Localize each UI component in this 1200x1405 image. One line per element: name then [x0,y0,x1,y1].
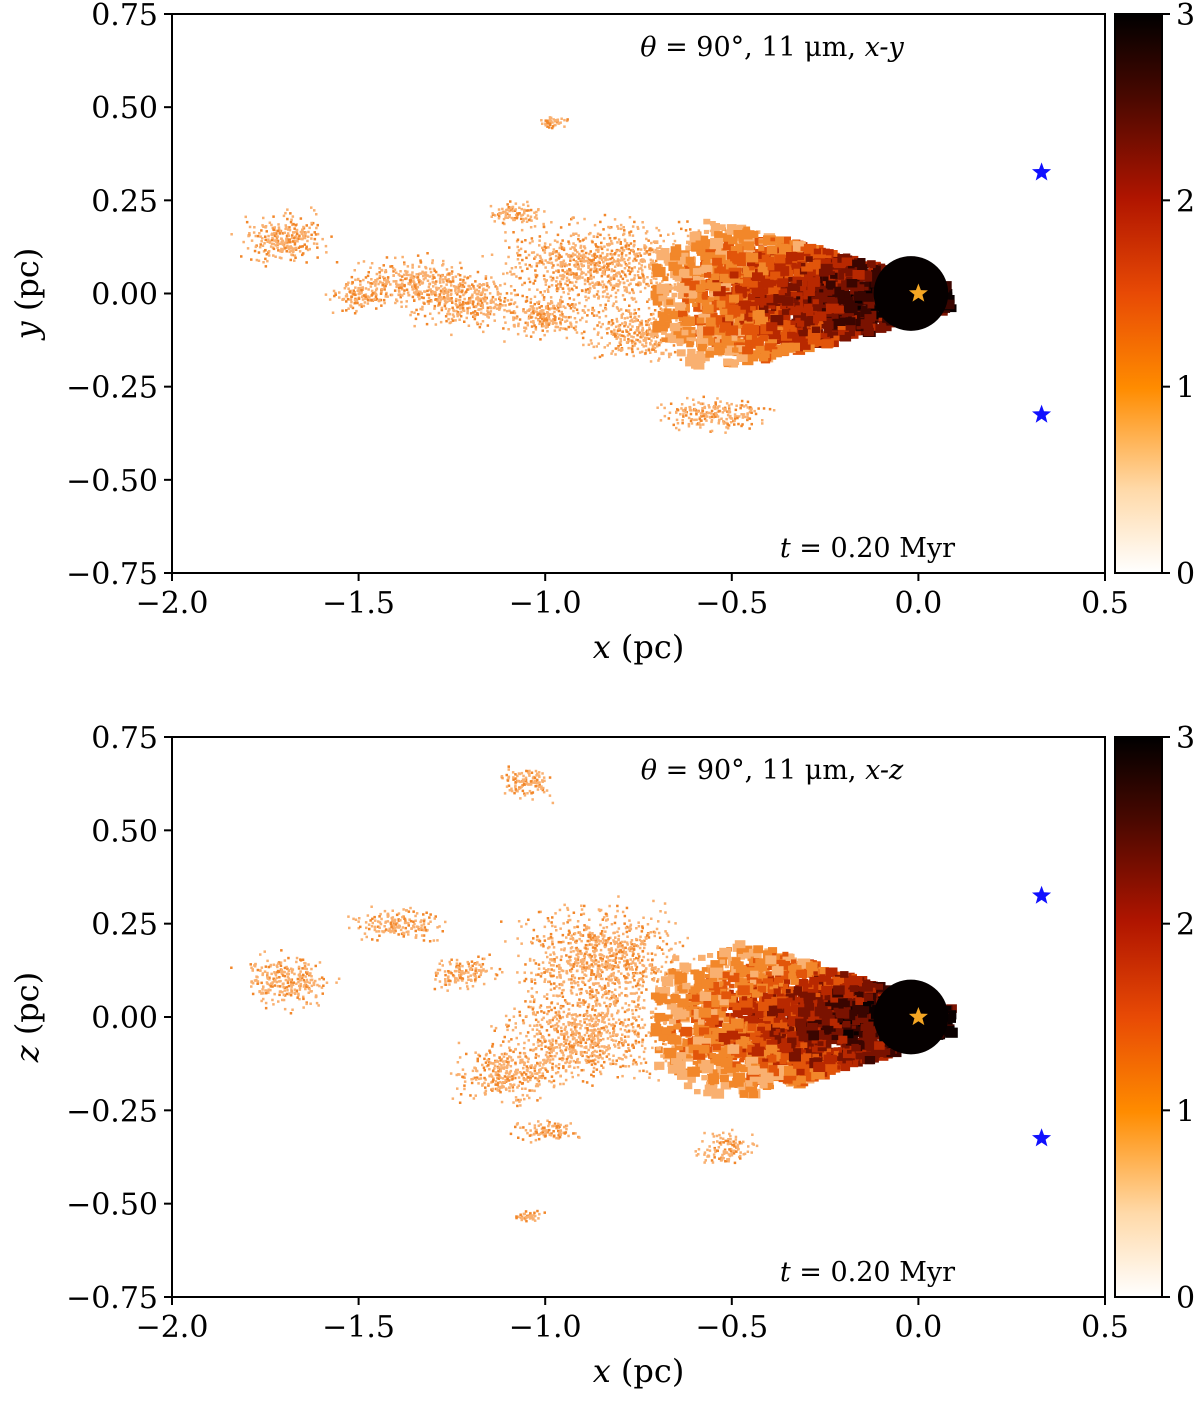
blue-star-icon [1032,885,1052,904]
colorbar-tick-label: 1 [1176,371,1195,406]
y-axis-label: y (pc) [8,248,46,342]
panel-x-z: −2.0 −1.5 −1.0 −0.5 0.0 0.5 −0.75 −0.50 −0.25 0.0… [8,721,1195,1390]
colorbar [1114,13,1163,574]
y-tick-label: 0.50 [91,814,158,849]
y-tick-label: 0.25 [91,908,158,943]
colorbar [1114,736,1163,1298]
x-tick-label: 0.5 [1081,586,1129,621]
y-tick-label: 0.75 [91,721,158,756]
blue-star-icon [1032,1128,1052,1147]
central-star-icon [908,1007,928,1026]
emission-map [230,765,958,1223]
colorbar-tick-label: 2 [1176,184,1195,219]
time-label: t = 0.20 Myr [780,1257,955,1288]
x-tick-label: 0.0 [895,1310,943,1345]
time-label: t = 0.20 Myr [780,533,955,564]
colorbar-tick-label: 3 [1176,721,1195,756]
x-tick-label: −2.0 [136,586,209,621]
y-tick-label: −0.25 [66,371,158,406]
x-axis-label: x (pc) [593,1352,685,1390]
y-tick-label: 0.50 [91,91,158,126]
y-tick-label: 0.00 [91,1001,158,1036]
colorbar-tick-label: 0 [1176,557,1195,592]
y-tick-label: 0.25 [91,184,158,219]
emission-map [230,116,957,434]
panel-x-y: −2.0 −1.5 −1.0 −0.5 0.0 0.5 −0.75 −0.50 −0.25 0.0… [8,0,1195,666]
y-tick-label: −0.50 [66,1188,158,1223]
x-tick-label: 0.0 [895,586,943,621]
x-tick-label: −0.5 [695,1310,768,1345]
y-tick-label: −0.25 [66,1094,158,1129]
x-axis-label: x (pc) [593,628,685,666]
panel-annotation: θ = 90°, 11 μm, x-z [641,755,904,786]
cloud-head [873,979,949,1055]
y-tick-label: 0.75 [91,0,158,33]
x-tick-label: −1.0 [509,586,582,621]
y-tick-label: 0.00 [91,278,158,313]
colorbar-tick-label: 2 [1176,908,1195,943]
colorbar-tick-label: 0 [1176,1281,1195,1316]
x-tick-label: −1.0 [509,1310,582,1345]
plot-area [172,14,1105,573]
x-tick-label: −2.0 [136,1310,209,1345]
central-star-icon [908,283,928,302]
blue-star-icon [1032,162,1052,181]
x-tick-label: −1.5 [322,1310,395,1345]
blue-star-icon [1032,404,1052,423]
x-tick-label: −1.5 [322,586,395,621]
y-axis-label: z (pc) [8,972,46,1063]
y-tick-label: −0.75 [66,1281,158,1316]
x-tick-label: −0.5 [695,586,768,621]
x-tick-label: 0.5 [1081,1310,1129,1345]
colorbar-tick-label: 3 [1176,0,1195,33]
cloud-head [873,256,949,331]
y-tick-label: −0.75 [66,557,158,592]
panel-annotation: θ = 90°, 11 μm, x-y [640,32,904,63]
y-tick-label: −0.50 [66,464,158,499]
colorbar-tick-label: 1 [1176,1094,1195,1129]
